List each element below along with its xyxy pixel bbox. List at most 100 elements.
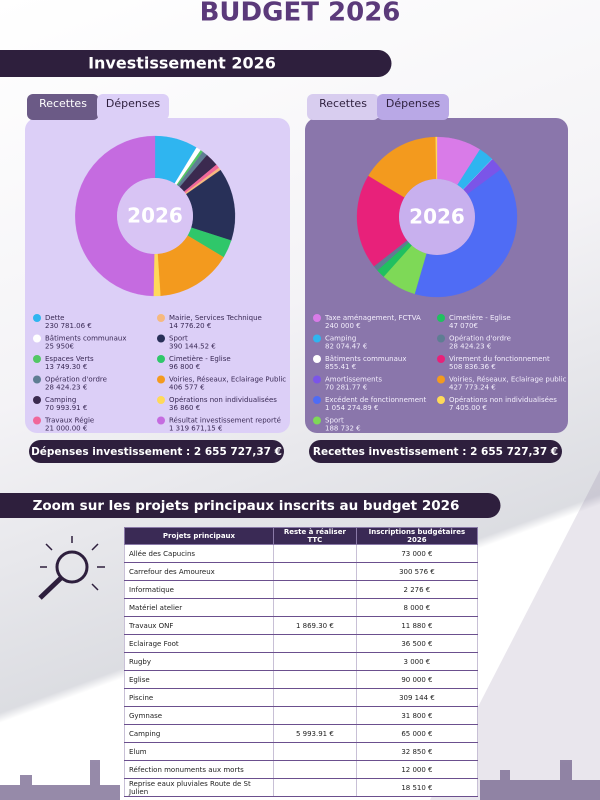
legend-label: Amortissements: [325, 376, 382, 384]
header-cell: Projets principaux: [124, 527, 274, 545]
table-row: Reprise eaux pluviales Route de St Julie…: [124, 778, 479, 797]
legend-label: Opération d'ordre: [45, 376, 107, 384]
legend-label: Espaces Verts: [45, 355, 94, 363]
header-cell: Reste à réaliser TTC: [272, 527, 357, 545]
legend-label: Cimetière - Eglise: [169, 355, 231, 363]
legend-label: Travaux Régie: [44, 417, 94, 425]
center-label: 2026: [409, 205, 465, 229]
legend-swatch: [33, 396, 41, 404]
table-cell: Elum: [124, 742, 274, 761]
header-row: Projets principaux Reste à réaliser TTC In…: [124, 527, 479, 545]
legend-value: 36 860 €: [169, 404, 200, 412]
tab[interactable]: [377, 94, 449, 120]
table-cell: Réfection monuments aux morts: [124, 760, 274, 779]
table-cell: [272, 544, 357, 563]
table-cell: 65 000 €: [355, 724, 479, 743]
legend-swatch: [313, 314, 321, 322]
legend-swatch: [157, 375, 165, 384]
legend-value: 82 074.47 €: [325, 343, 367, 351]
table-cell: [272, 760, 357, 779]
table-cell: [272, 562, 357, 581]
legend-swatch: [437, 355, 445, 363]
table-cell: 73 000 €: [355, 544, 479, 563]
legend-label: Voiries, Réseaux, Eclairage public: [449, 376, 567, 384]
legend-swatch: [33, 375, 41, 384]
legend-value: 96 800 €: [169, 363, 200, 371]
table-cell: [272, 598, 357, 617]
tab-label[interactable]: Dépenses: [386, 97, 440, 110]
table-row: Travaux ONF 1 869.30 €11 880 €: [124, 616, 479, 635]
legend-swatch: [437, 314, 445, 322]
legend-swatch: [157, 334, 165, 343]
legend-value: 406 577 €: [169, 384, 205, 392]
legend-swatch: [313, 334, 321, 343]
legend-swatch: [313, 375, 321, 384]
legend-value: 25 950€: [45, 343, 74, 351]
table-row: Allée des Capucins 73 000 €: [124, 544, 479, 563]
table-cell: Rugby: [124, 652, 274, 671]
table-row: Réfection monuments aux morts 12 000 €: [124, 760, 479, 779]
legend-value: 28 424.23 €: [45, 384, 87, 392]
legend-value: 1 319 671,15 €: [169, 425, 222, 433]
table-row: Eglise 90 000 €: [124, 670, 479, 689]
table-cell: 31 800 €: [355, 706, 479, 725]
magnifier-icon: [38, 536, 105, 600]
tab-label[interactable]: Recettes: [39, 97, 87, 110]
table-cell: 3 000 €: [355, 652, 479, 671]
tab[interactable]: [307, 94, 379, 120]
tab-label[interactable]: Dépenses: [106, 97, 160, 110]
table-cell: Eglise: [124, 670, 274, 689]
table-cell: Gymnase: [124, 706, 274, 725]
tab[interactable]: [97, 94, 169, 120]
legend-swatch: [313, 416, 321, 425]
legend-value: 7 405.00 €: [449, 404, 487, 412]
legend-label: Résultat investissement reporté: [169, 417, 281, 425]
legend-value: 47 070€: [449, 322, 478, 330]
legend-label: Sport: [325, 417, 344, 425]
header-cell: Inscriptions budgétaires 2026: [355, 527, 479, 545]
tab[interactable]: [27, 94, 99, 120]
legend-swatch: [313, 355, 321, 363]
legend-label: Bâtiments communaux: [45, 335, 126, 343]
legend-label: Camping: [325, 335, 356, 343]
city-skyline: [0, 760, 600, 800]
legend-value: 28 424.23 €: [449, 343, 491, 351]
total-pill: [29, 440, 284, 463]
section-banner: [0, 493, 501, 518]
table-cell: 1 869.30 €: [272, 616, 357, 635]
tab-label[interactable]: Recettes: [319, 97, 367, 110]
legend-label: Voiries, Réseaux, Eclairage Public: [169, 376, 286, 384]
legend-label: Opération d'ordre: [449, 335, 511, 343]
table-cell: [272, 742, 357, 761]
legend-swatch: [437, 334, 445, 343]
table-cell: 12 000 €: [355, 760, 479, 779]
table-cell: Matériel atelier: [124, 598, 274, 617]
table-cell: Piscine: [124, 688, 274, 707]
donut-hole: [399, 179, 475, 255]
legend-value: 427 773.24 €: [449, 384, 496, 392]
legend-label: Dette: [45, 314, 65, 322]
table-cell: [272, 670, 357, 689]
legend-label: Opérations non individualisées: [169, 396, 277, 404]
legend-swatch: [157, 396, 165, 404]
legend-label: Taxe aménagement, FCTVA: [324, 314, 421, 322]
legend-label: Excédent de fonctionnement: [325, 396, 426, 404]
legend-label: Opérations non individualisées: [449, 396, 557, 404]
legend-label: Mairie, Services Technique: [169, 314, 262, 322]
table-cell: 36 500 €: [355, 634, 479, 653]
legend-label: Bâtiments communaux: [325, 355, 406, 363]
table-cell: Reprise eaux pluviales Route de St Julie…: [124, 778, 274, 797]
table-row: Eclairage Foot 36 500 €: [124, 634, 479, 653]
legend-swatch: [33, 314, 41, 322]
legend-label: Camping: [45, 396, 76, 404]
table-row: Matériel atelier 8 000 €: [124, 598, 479, 617]
legend-swatch: [33, 355, 41, 363]
legend-value: 70 281.77 €: [325, 384, 367, 392]
table-cell: 90 000 €: [355, 670, 479, 689]
table-cell: Allée des Capucins: [124, 544, 274, 563]
legend-swatch: [437, 396, 445, 404]
table-cell: 300 576 €: [355, 562, 479, 581]
total-pill: [309, 440, 562, 463]
table-row: Carrefour des Amoureux 300 576 €: [124, 562, 479, 581]
table-cell: [272, 634, 357, 653]
